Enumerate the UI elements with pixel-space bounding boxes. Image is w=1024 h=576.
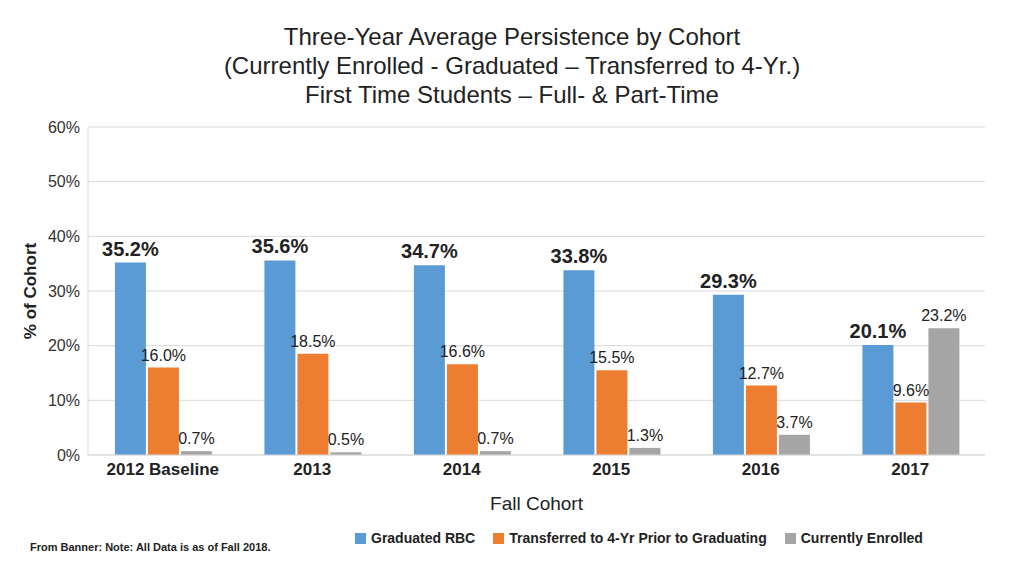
svg-text:9.6%: 9.6%	[893, 382, 929, 399]
html-text:Currently Enrolled: Currently Enrolled	[800, 530, 923, 546]
html-text:Three-Year Average Persistence: Three-Year Average Persistence by Cohort	[283, 23, 741, 50]
svg-text:0.5%: 0.5%	[328, 431, 364, 448]
svg-text:20.1%: 20.1%	[850, 320, 907, 342]
svg-text:18.5%: 18.5%	[290, 333, 335, 350]
svg-text:33.8%: 33.8%	[551, 245, 608, 267]
svg-text:12.7%: 12.7%	[739, 365, 784, 382]
svg-text:16.0%: 16.0%	[141, 347, 186, 364]
svg-text:% of Cohort: % of Cohort	[21, 243, 40, 340]
svg-text:2012 Baseline: 2012 Baseline	[107, 460, 219, 479]
svg-text:50%: 50%	[48, 173, 80, 190]
svg-text:2015: 2015	[592, 460, 630, 479]
svg-text:60%: 60%	[48, 119, 80, 136]
svg-text:Fall Cohort: Fall Cohort	[490, 493, 584, 514]
svg-text:23.2%: 23.2%	[921, 307, 966, 324]
html-text:Transferred to 4-Yr Prior to G: Transferred to 4-Yr Prior to Graduating	[509, 530, 767, 546]
svg-text:3.7%: 3.7%	[776, 414, 812, 431]
svg-text:20%: 20%	[48, 337, 80, 354]
svg-text:1.3%: 1.3%	[627, 427, 663, 444]
svg-text:29.3%: 29.3%	[700, 270, 757, 292]
svg-text:35.6%: 35.6%	[252, 235, 309, 257]
svg-text:40%: 40%	[48, 228, 80, 245]
svg-text:35.2%: 35.2%	[102, 238, 159, 260]
svg-text:15.5%: 15.5%	[589, 349, 634, 366]
svg-text:2013: 2013	[293, 460, 331, 479]
html-text:(Currently Enrolled - Graduate: (Currently Enrolled - Graduated – Transf…	[223, 52, 801, 79]
svg-text:16.6%: 16.6%	[440, 343, 485, 360]
svg-text:34.7%: 34.7%	[401, 240, 458, 262]
html-text:First Time Students – Full- &: First Time Students – Full- & Part-Time	[305, 81, 719, 108]
svg-text:2016: 2016	[742, 460, 780, 479]
svg-text:2017: 2017	[891, 460, 929, 479]
svg-text:0.7%: 0.7%	[477, 430, 513, 447]
html-text:Graduated RBC: Graduated RBC	[371, 530, 476, 546]
svg-text:10%: 10%	[48, 392, 80, 409]
svg-text:0.7%: 0.7%	[178, 430, 214, 447]
svg-text:2014: 2014	[443, 460, 481, 479]
svg-text:30%: 30%	[48, 283, 80, 300]
svg-text:0%: 0%	[57, 447, 80, 464]
html-text:From Banner: Note: All Data is: From Banner: Note: All Data is as of Fal…	[30, 541, 271, 553]
